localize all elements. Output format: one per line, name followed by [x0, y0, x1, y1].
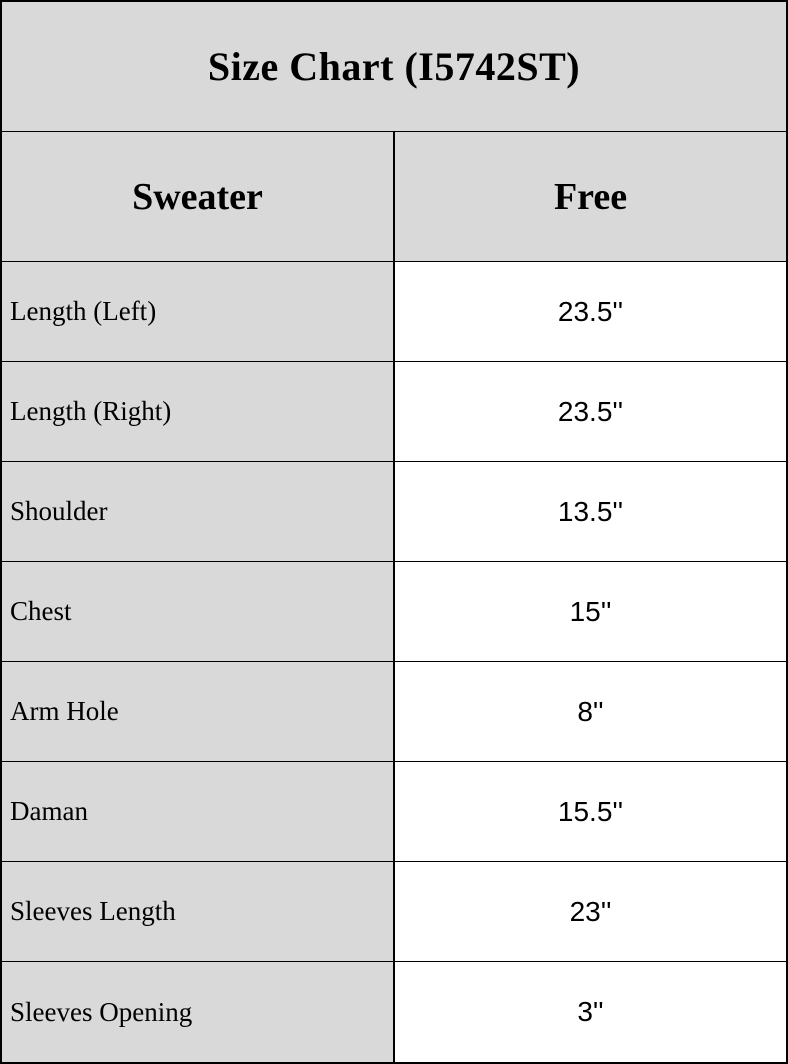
table-row: Shoulder 13.5'' — [2, 462, 786, 562]
measurement-label: Sleeves Length — [2, 862, 395, 961]
measurement-value: 23'' — [395, 862, 786, 961]
table-row: Daman 15.5'' — [2, 762, 786, 862]
measurement-value: 3'' — [395, 962, 786, 1062]
header-cell-size: Free — [395, 132, 786, 261]
measurement-label: Sleeves Opening — [2, 962, 395, 1062]
table-row: Chest 15'' — [2, 562, 786, 662]
table-row: Length (Left) 23.5'' — [2, 262, 786, 362]
measurement-value: 15'' — [395, 562, 786, 661]
table-title: Size Chart (I5742ST) — [207, 44, 581, 89]
measurement-value: 23.5'' — [395, 262, 786, 361]
measurement-label: Arm Hole — [2, 662, 395, 761]
table-title-row: Size Chart (I5742ST) — [2, 2, 786, 132]
measurement-label: Length (Right) — [2, 362, 395, 461]
table-row: Sleeves Length 23'' — [2, 862, 786, 962]
measurement-label: Chest — [2, 562, 395, 661]
measurement-value: 13.5'' — [395, 462, 786, 561]
measurement-value: 23.5'' — [395, 362, 786, 461]
table-header-row: Sweater Free — [2, 132, 786, 262]
measurement-label: Shoulder — [2, 462, 395, 561]
table-row: Sleeves Opening 3'' — [2, 962, 786, 1062]
table-row: Arm Hole 8'' — [2, 662, 786, 762]
header-cell-item: Sweater — [2, 132, 395, 261]
measurement-value: 15.5'' — [395, 762, 786, 861]
measurement-value: 8'' — [395, 662, 786, 761]
measurement-label: Daman — [2, 762, 395, 861]
table-row: Length (Right) 23.5'' — [2, 362, 786, 462]
measurement-label: Length (Left) — [2, 262, 395, 361]
